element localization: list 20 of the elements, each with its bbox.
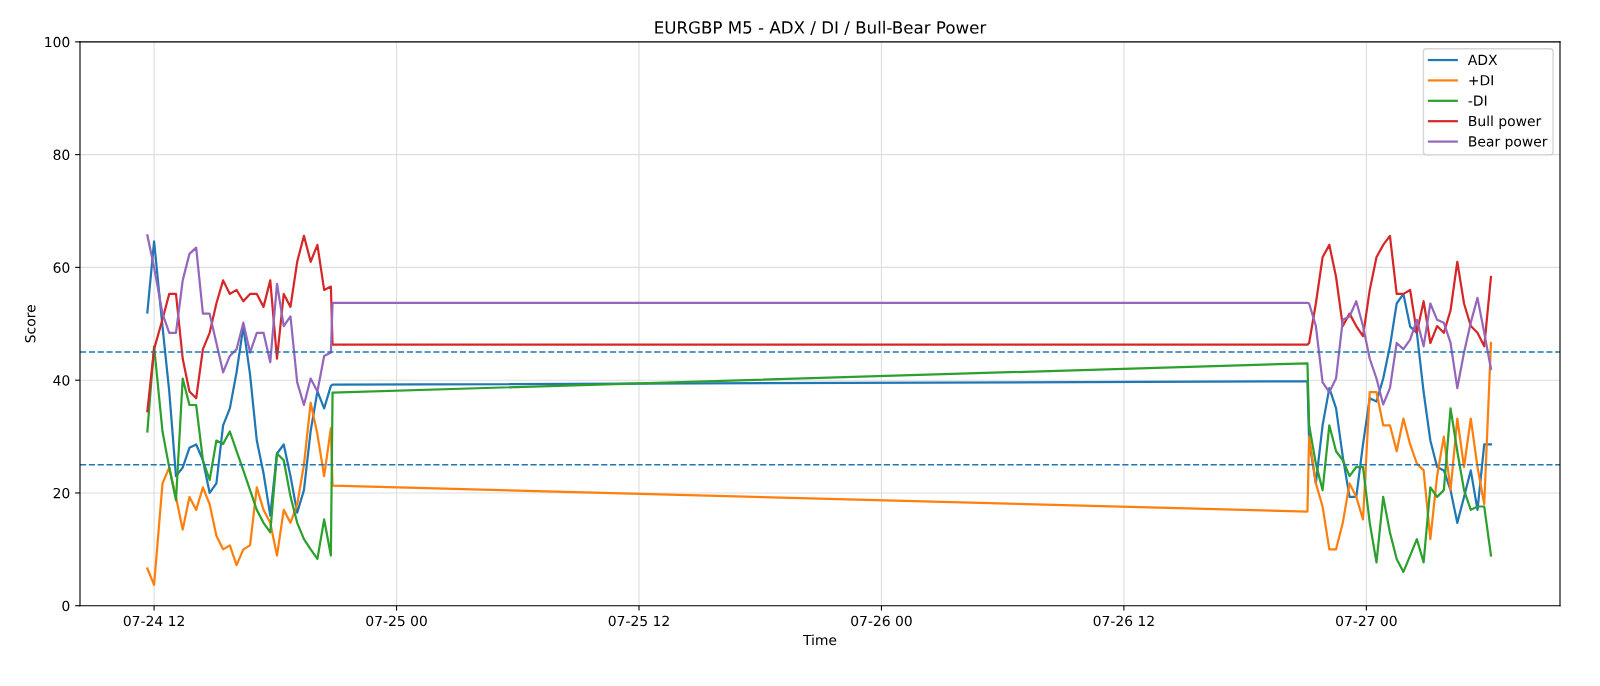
legend-label: Bear power — [1469, 136, 1548, 150]
legend-label: ADX — [1467, 54, 1498, 65]
y-tick-label: 40 — [53, 375, 70, 386]
x-tick-label: 07-25 00 — [366, 615, 427, 627]
legend-label: Bull power — [1469, 115, 1542, 129]
legend-label: +DI — [1469, 75, 1493, 86]
y-tick-label: 60 — [53, 262, 70, 273]
y-tick-label: 80 — [53, 149, 70, 161]
x-tick-label: 07-27 00 — [1336, 615, 1397, 627]
x-tick-label: 07-26 00 — [851, 615, 912, 627]
y-tick-label: 100 — [45, 36, 70, 48]
y-tick-label: 0 — [62, 600, 70, 612]
y-tick-label: 20 — [53, 487, 70, 499]
x-axis-title: Time — [802, 634, 837, 646]
x-tick-label: 07-24 12 — [123, 615, 184, 627]
x-tick-label: 07-26 12 — [1093, 615, 1154, 627]
chart-title: EURGBP M5 - ADX / DI / Bull-Bear Power — [655, 20, 987, 36]
x-tick-label: 07-25 12 — [608, 615, 669, 627]
legend-label: -DI — [1468, 95, 1487, 106]
y-axis-title: Score — [25, 305, 36, 343]
